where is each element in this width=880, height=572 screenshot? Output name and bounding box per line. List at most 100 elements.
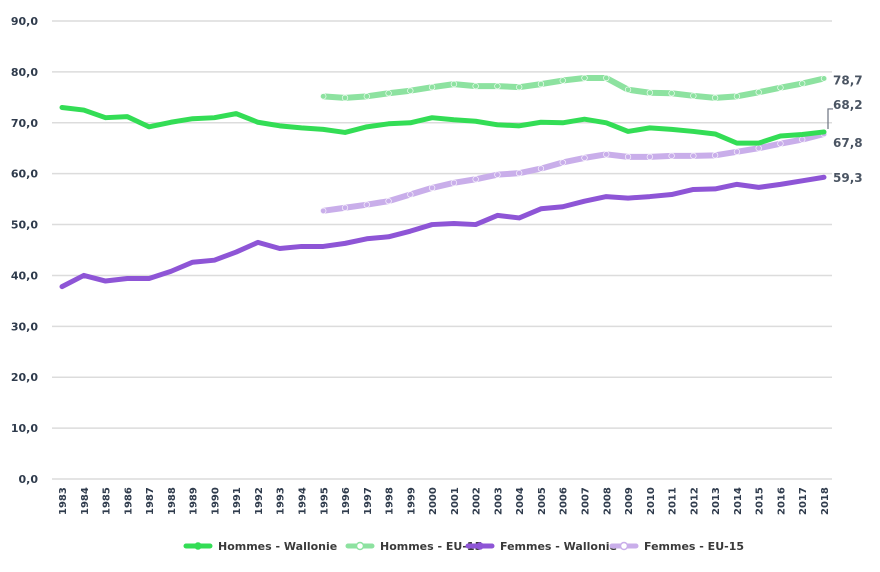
data-point [582, 117, 587, 122]
data-point [582, 199, 587, 204]
data-point [430, 115, 435, 120]
data-point [712, 152, 719, 159]
x-tick-label: 2018 [820, 487, 831, 515]
data-point [429, 184, 436, 192]
data-point [778, 182, 783, 187]
x-tick-label: 1989 [189, 487, 200, 515]
y-tick-label: 30,0 [11, 320, 38, 333]
data-point [733, 148, 741, 155]
y-tick-label: 20,0 [11, 371, 38, 384]
data-point [125, 114, 130, 119]
data-point [537, 165, 545, 172]
data-point [778, 134, 783, 139]
data-point [451, 221, 456, 226]
data-point [560, 120, 565, 125]
x-tick-label: 2013 [711, 487, 722, 515]
data-point [495, 122, 500, 127]
x-tick-label: 1999 [406, 487, 417, 515]
data-point [125, 276, 130, 281]
data-point [103, 115, 108, 120]
data-point [472, 176, 479, 183]
y-tick-label: 10,0 [11, 422, 38, 435]
data-point [341, 94, 349, 101]
end-value-label: 59,3 [833, 171, 863, 185]
data-point [277, 246, 282, 251]
data-point [450, 179, 457, 186]
data-point [734, 182, 739, 187]
x-tick-label: 2004 [515, 487, 526, 515]
data-point [669, 127, 674, 132]
x-tick-label: 1990 [210, 487, 221, 515]
data-point [472, 83, 479, 90]
data-point [494, 83, 501, 90]
end-labels: 78,7 68,2 67,8 59,3 [827, 74, 863, 185]
data-point [822, 175, 826, 180]
x-tick-label: 2002 [472, 487, 483, 515]
x-tick-label: 2014 [733, 487, 744, 515]
x-tick-label: 2007 [581, 487, 592, 515]
data-point [581, 74, 588, 82]
x-tick-label: 1994 [297, 487, 308, 515]
legend-marker [619, 541, 629, 551]
series-line [320, 130, 827, 214]
data-point [321, 127, 326, 132]
y-tick-label: 0,0 [19, 473, 39, 486]
data-point [234, 250, 239, 255]
x-tick-label: 1988 [167, 487, 178, 515]
y-tick-label: 80,0 [11, 66, 38, 79]
data-point [450, 81, 457, 88]
y-axis-ticks: 0,0 10,0 20,0 30,0 40,0 50,0 60,0 70,0 80,0 90,0 [11, 15, 38, 486]
legend-label: Hommes - Wallonie [218, 540, 337, 553]
data-point [734, 141, 739, 146]
data-point [386, 234, 391, 239]
data-point [603, 151, 610, 158]
data-point [799, 136, 806, 143]
data-point [624, 86, 632, 93]
data-point [516, 84, 523, 91]
data-point [626, 129, 631, 134]
data-point [713, 186, 718, 191]
legend-marker [355, 541, 365, 551]
data-point [190, 260, 195, 265]
data-point [777, 84, 784, 91]
data-point [538, 120, 543, 125]
x-tick-label: 2006 [559, 487, 570, 515]
data-point [822, 129, 826, 134]
data-point [604, 194, 609, 199]
legend-marker [194, 542, 202, 550]
data-point [800, 178, 805, 183]
x-tick-label: 1987 [145, 487, 156, 515]
legend-item: Femmes - Wallonie [465, 540, 617, 553]
x-tick-label: 1983 [58, 487, 69, 515]
data-point [385, 90, 392, 97]
legend-item: Hommes - Wallonie [183, 540, 337, 553]
y-tick-label: 90,0 [11, 15, 38, 28]
data-point [494, 171, 501, 178]
data-point [691, 187, 696, 192]
x-tick-label: 2010 [646, 487, 657, 515]
data-point [320, 93, 327, 100]
data-point [626, 196, 631, 201]
legend-item: Hommes - EU-15 [345, 540, 482, 553]
data-point [647, 125, 652, 130]
data-point [800, 132, 805, 137]
data-point [147, 276, 152, 281]
x-tick-label: 1995 [319, 487, 330, 515]
data-point [363, 201, 370, 208]
data-point [517, 123, 522, 128]
data-point [103, 279, 108, 284]
data-point [234, 111, 239, 116]
data-point [755, 145, 762, 152]
data-point [691, 129, 696, 134]
data-point [495, 213, 500, 218]
data-point [560, 204, 565, 209]
end-value-label: 78,7 [833, 74, 863, 88]
data-point [603, 74, 610, 82]
y-tick-label: 40,0 [11, 269, 38, 282]
data-point [537, 81, 545, 88]
data-point [364, 124, 369, 129]
x-tick-label: 2015 [755, 487, 766, 515]
x-tick-label: 2001 [450, 487, 461, 515]
data-point [407, 87, 414, 94]
